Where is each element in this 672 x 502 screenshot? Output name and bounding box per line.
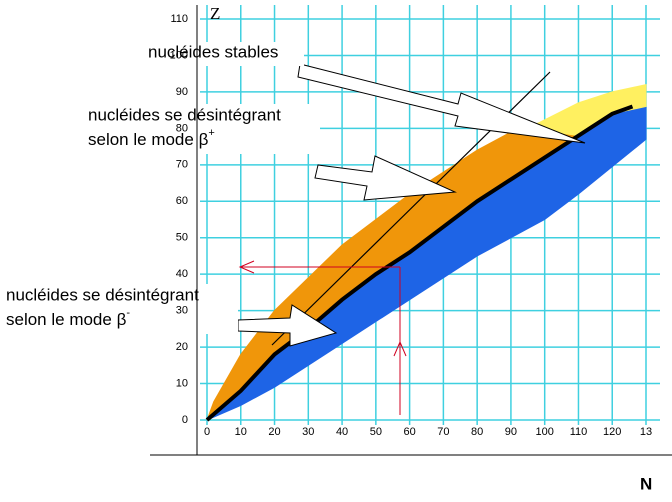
x-tick-label: 20 bbox=[268, 426, 280, 438]
annotation: nucléides se désintégrant bbox=[6, 285, 199, 304]
y-tick-label: 60 bbox=[176, 195, 188, 207]
y-tick-label: 80 bbox=[176, 122, 188, 134]
annotation: selon le mode β+ bbox=[88, 127, 215, 150]
annotation: selon le mode β- bbox=[6, 307, 130, 330]
x-tick-label: 110 bbox=[570, 426, 588, 438]
y-tick-label: 0 bbox=[182, 414, 188, 426]
x-tick-label: 0 bbox=[204, 426, 210, 438]
label-bg bbox=[146, 42, 304, 66]
annotation: nucléides stables bbox=[148, 42, 278, 61]
label-bg bbox=[2, 284, 238, 334]
annotation: nucléides se désintégrant bbox=[88, 105, 281, 124]
y-axis-label: Z bbox=[210, 4, 220, 23]
y-tick-label: 70 bbox=[176, 159, 188, 171]
x-tick-label: 70 bbox=[437, 426, 449, 438]
x-tick-label: 120 bbox=[603, 426, 621, 438]
x-tick-label: 90 bbox=[505, 426, 517, 438]
y-tick-label: 110 bbox=[170, 13, 188, 25]
x-tick-label: 30 bbox=[302, 426, 314, 438]
y-tick-label: 10 bbox=[176, 377, 188, 389]
x-tick-label: 60 bbox=[403, 426, 415, 438]
y-tick-label: 30 bbox=[176, 305, 188, 317]
y-tick-label: 100 bbox=[170, 49, 188, 61]
x-tick-label: 13 bbox=[640, 426, 652, 438]
plot-area bbox=[200, 5, 660, 425]
arrows bbox=[237, 63, 586, 347]
y-tick-label: 50 bbox=[176, 232, 188, 244]
y-tick-label: 90 bbox=[176, 86, 188, 98]
x-tick-label: 100 bbox=[536, 426, 554, 438]
x-tick-label: 50 bbox=[370, 426, 382, 438]
x-tick-label: 40 bbox=[336, 426, 348, 438]
readout-lines bbox=[238, 260, 407, 415]
y-tick-label: 20 bbox=[176, 341, 188, 353]
label-bg bbox=[84, 104, 320, 154]
x-axis-label: N bbox=[640, 474, 652, 493]
x-tick-label: 10 bbox=[235, 426, 247, 438]
x-tick-label: 80 bbox=[471, 426, 483, 438]
y-tick-label: 40 bbox=[176, 268, 188, 280]
